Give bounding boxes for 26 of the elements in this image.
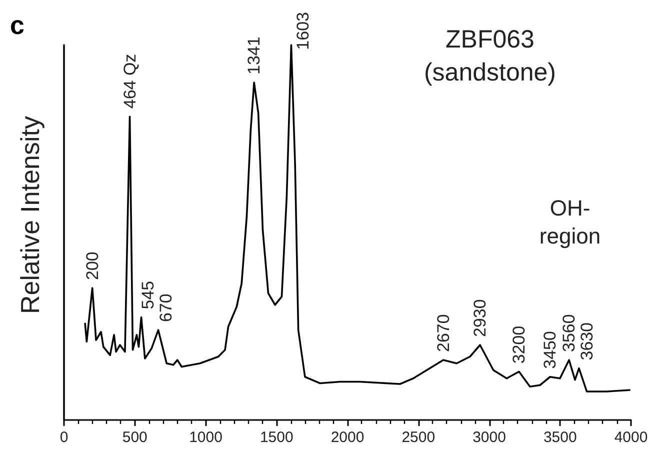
annotation: 670 — [156, 294, 176, 322]
x-tick-label: 2500 — [402, 429, 436, 446]
x-tick-label: 2000 — [330, 429, 364, 446]
annotation: 200 — [82, 252, 102, 280]
annotation: 3630 — [578, 322, 597, 360]
annotation: 2670 — [434, 314, 453, 352]
x-tick-label: 3500 — [543, 429, 577, 446]
x-tick-label: 3000 — [472, 429, 506, 446]
x-tick-label: 500 — [122, 429, 148, 446]
annotation: OH- region — [539, 196, 601, 248]
text: (sandstone) — [424, 58, 556, 86]
annotation: 1603 — [294, 12, 313, 50]
annotation: 3560 — [560, 314, 579, 352]
y-axis-title: Relative Intensity — [15, 116, 45, 314]
annotation: 1341 — [244, 36, 264, 74]
x-tick-label: 4000 — [614, 429, 648, 446]
annotation: 2930 — [470, 299, 490, 337]
annotation: 3450 — [540, 331, 560, 369]
annotation: 3200 — [510, 326, 529, 364]
chart-title: ZBF063 — [446, 26, 534, 54]
x-tick-label: 1000 — [189, 429, 222, 446]
annotation: 545 — [138, 280, 158, 310]
annotation: 464 Qz — [120, 54, 140, 109]
text: c — [10, 10, 24, 40]
x-tick-label: 0 — [60, 429, 68, 446]
x-tick-label: 1500 — [260, 429, 294, 446]
